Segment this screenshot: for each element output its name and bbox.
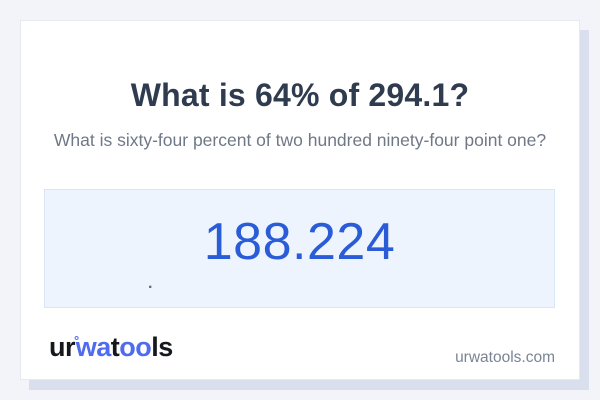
logo-text-oo: oo xyxy=(119,332,152,362)
question-subtitle: What is sixty-four percent of two hundre… xyxy=(53,130,547,150)
logo-text-wa: wa xyxy=(75,332,112,362)
stray-dot: . xyxy=(148,275,153,292)
logo-text-ur: ur xyxy=(49,332,76,362)
question-title: What is 64% of 294.1? xyxy=(130,77,470,113)
answer-panel: 188.224 . xyxy=(44,189,555,308)
answer-value: 188.224 xyxy=(203,212,396,271)
footer-domain: urwatools.com xyxy=(455,349,555,366)
question-card: What is 64% of 294.1? What is sixty-four… xyxy=(20,20,580,380)
urwatools-logo[interactable]: ur°watools xyxy=(49,332,173,363)
logo-text-t: t xyxy=(110,332,120,362)
logo-degree-icon: ° xyxy=(74,333,79,348)
logo-text-ls: ls xyxy=(151,332,173,362)
